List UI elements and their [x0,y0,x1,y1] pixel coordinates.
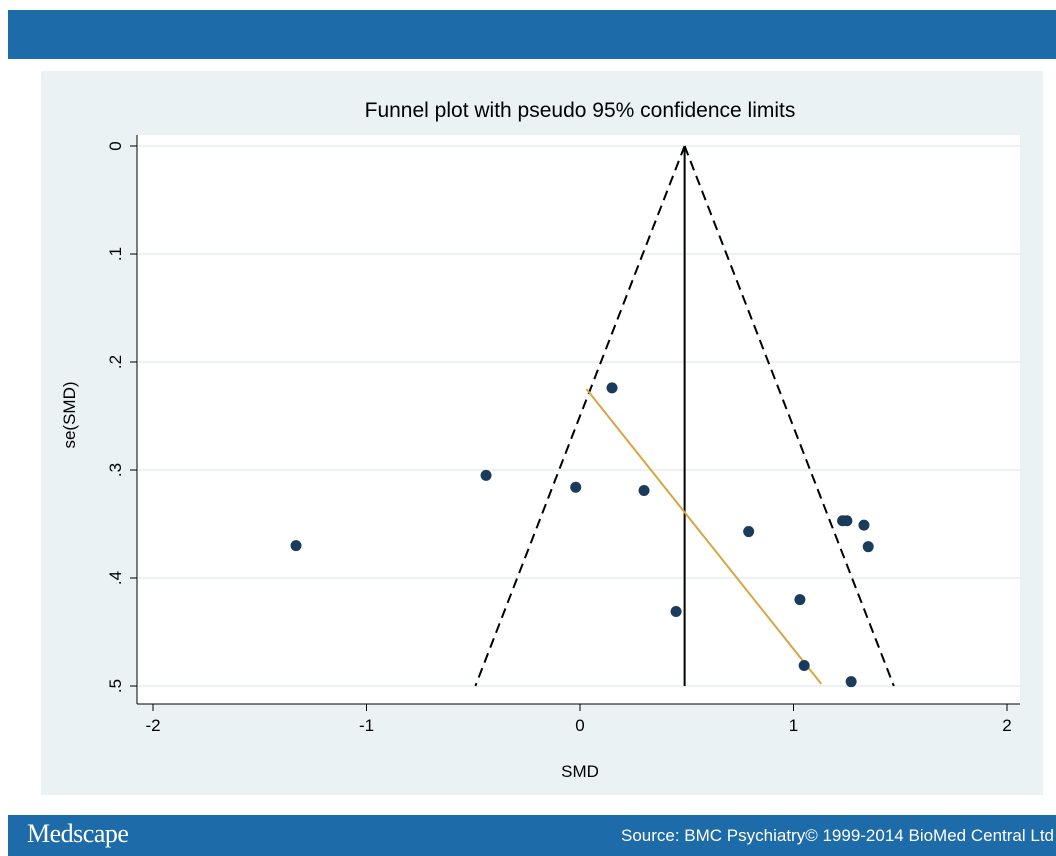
study-point [290,540,302,552]
data-points [290,382,874,688]
header-bar [8,10,1056,59]
study-point [606,382,618,394]
y-axis-label: se(SMD) [60,381,79,448]
x-tick-label: 2 [1002,716,1011,735]
y-tick-label: .2 [106,355,125,369]
study-point [570,481,582,493]
y-tick-label: .3 [106,463,125,477]
grid-lines [137,135,1020,704]
confidence-limit-line [474,145,686,687]
study-point [670,605,682,617]
study-point [743,526,755,538]
study-point [862,541,874,553]
x-tick-label: -2 [145,716,160,735]
source-credit: Source: BMC Psychiatry© 1999-2014 BioMed… [620,826,1054,845]
axes: 0 .1 .2 .3 .4 .5 -2 -1 0 1 2 [106,135,1020,735]
x-axis-label: SMD [561,762,599,781]
y-tick-label: 0 [106,141,125,150]
study-point [841,515,853,527]
y-tick-label: .5 [106,679,125,693]
regression-line [585,388,823,685]
study-point [794,594,806,606]
confidence-limit-line [683,145,895,687]
x-tick-label: -1 [359,716,374,735]
funnel-lines [474,145,895,687]
study-point [480,469,492,481]
study-point [798,659,810,671]
medscape-logo: Medscape [27,819,129,848]
footer-bar [8,815,1056,856]
y-tick-label: .4 [106,571,125,585]
study-point [858,519,870,531]
axis-labels: Funnel plot with pseudo 95% confidence l… [60,99,795,781]
study-point [638,485,650,497]
chart-title: Funnel plot with pseudo 95% confidence l… [365,99,796,122]
y-tick-label: .1 [106,247,125,261]
x-tick-label: 1 [789,716,798,735]
x-tick-label: 0 [575,716,584,735]
study-point [845,676,857,688]
